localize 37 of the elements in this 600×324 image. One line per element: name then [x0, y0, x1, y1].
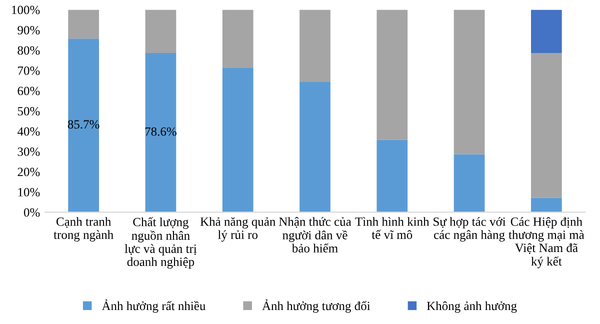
legend-label: Không ảnh hưởng: [426, 301, 517, 313]
bar: [145, 10, 176, 54]
y-tick-label: 60%: [18, 86, 40, 96]
x-tick-label: Nhận thức của người dân về bảo hiểm: [279, 217, 352, 253]
y-tick-label: 90%: [18, 26, 40, 34]
y-tick-label: 70%: [18, 66, 40, 75]
y-tick-label: 30%: [18, 147, 40, 156]
y-tick-label: 80%: [18, 46, 40, 55]
y-tick-label: 0%: [24, 208, 40, 217]
x-tick-label: Cạnh tranh trong ngành: [54, 217, 114, 242]
x-tick-label: Sự hợp tác với các ngân hàng: [434, 217, 506, 242]
bar: [454, 154, 485, 212]
y-tick-label: 10%: [18, 188, 40, 196]
y-tick-label: 40%: [17, 127, 40, 136]
bar: [68, 10, 99, 39]
legend-label: Ảnh hưởng tương đối: [262, 299, 370, 313]
x-tick-label: Tình hình kinh tế vĩ mô: [355, 217, 430, 239]
y-tick-label: 100%: [12, 6, 40, 14]
bar: [531, 53, 562, 198]
bar: [300, 10, 330, 82]
y-tick-label: 50%: [18, 106, 40, 116]
bar: [68, 38, 99, 212]
bar: [145, 53, 176, 212]
bar: [300, 82, 330, 212]
data-label: 78.6%: [145, 127, 176, 136]
bar: [376, 140, 408, 212]
y-tick-label: 20%: [18, 168, 40, 176]
legend-label: Ảnh hưởng rất nhiều: [102, 299, 206, 313]
bar: [531, 10, 562, 54]
x-tick-label: Chất lượng nguồn nhân lực và quản trị doanh nghiệp: [124, 217, 197, 269]
x-tick-label: Các Hiệp định thương mại mà Việt Nam đã ký kết: [508, 217, 584, 268]
bar: [454, 10, 485, 154]
bar: [376, 10, 408, 140]
bar: [222, 10, 254, 68]
x-tick-label: Khả năng quản lý rủi ro: [200, 217, 276, 242]
bar: [531, 198, 562, 212]
bar: [222, 68, 254, 212]
